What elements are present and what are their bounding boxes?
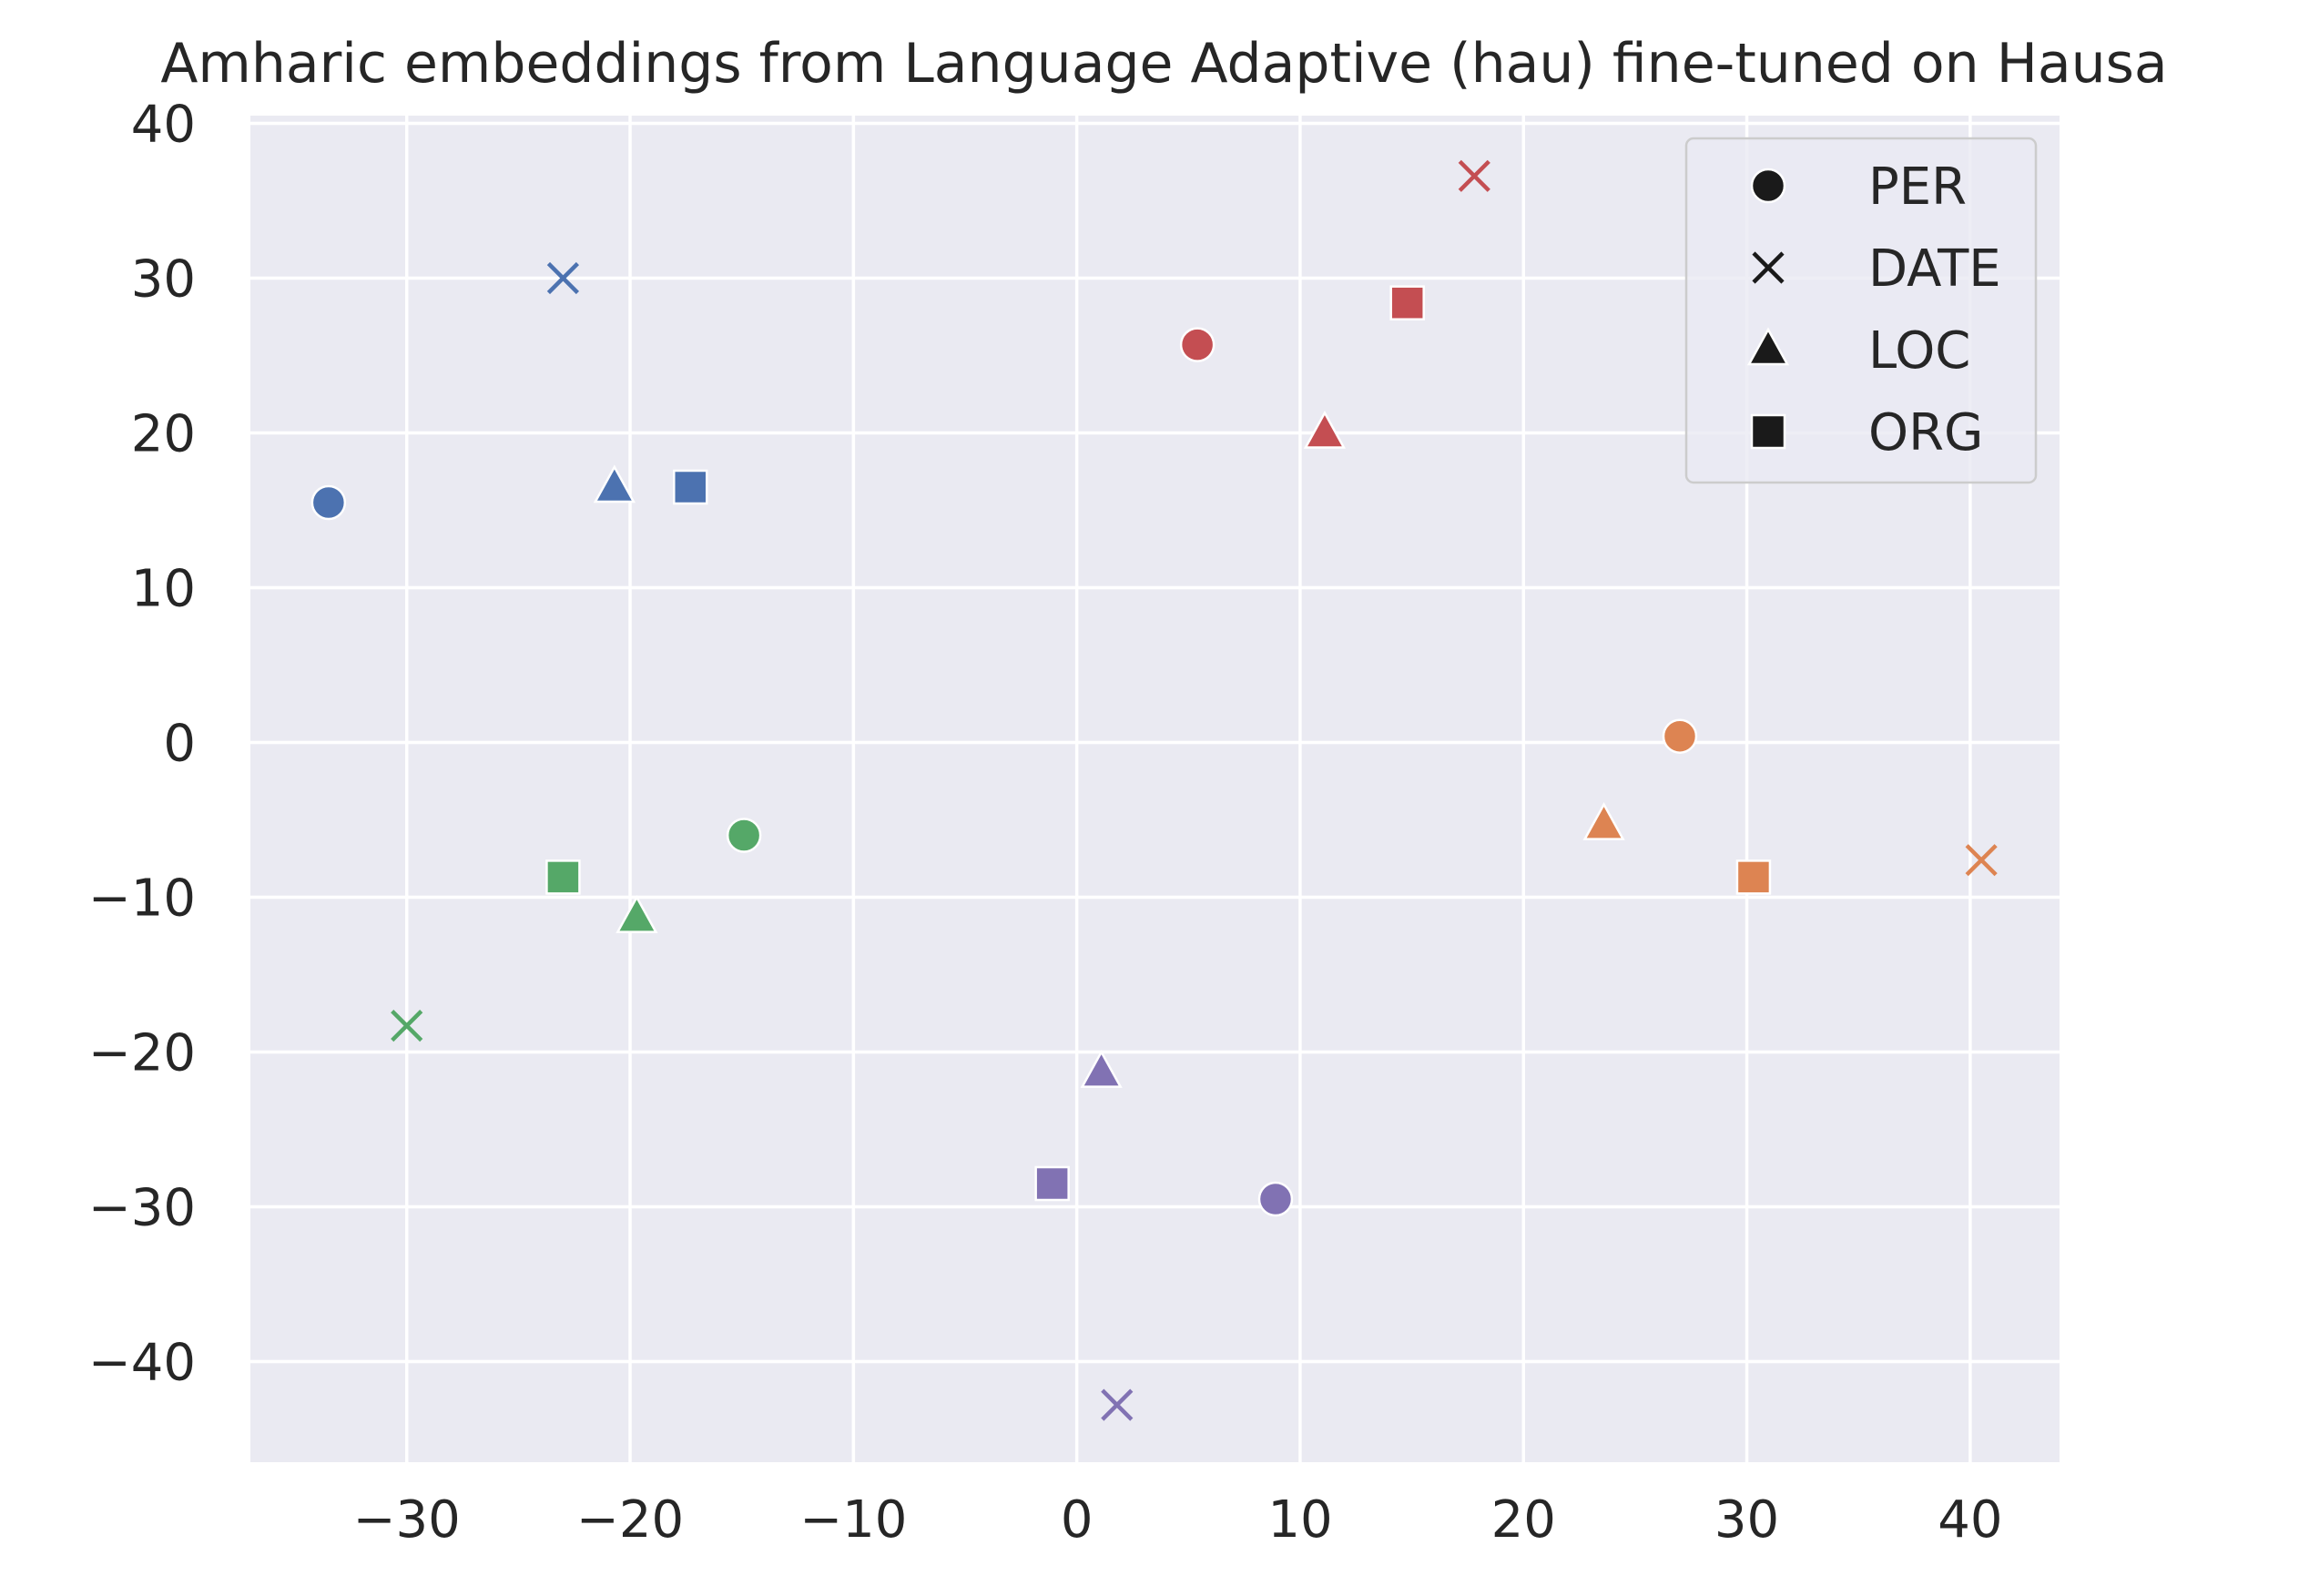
y-tick-label: −40 xyxy=(88,1334,196,1393)
x-tick-label: −10 xyxy=(799,1490,907,1550)
legend-marker-circle xyxy=(1750,168,1786,204)
data-point-square xyxy=(673,469,708,505)
x-tick-label: −20 xyxy=(576,1490,684,1550)
x-tick-label: 0 xyxy=(1061,1490,1094,1550)
legend-marker-square xyxy=(1750,413,1786,450)
data-point-circle xyxy=(726,818,762,853)
data-point-triangle xyxy=(593,464,636,503)
legend-label: ORG xyxy=(1868,403,1983,463)
data-point-x xyxy=(1965,844,1998,877)
x-tick-label: −30 xyxy=(353,1490,461,1550)
data-point-circle xyxy=(1662,718,1698,754)
x-tick-label: 40 xyxy=(1938,1490,2002,1550)
x-tick-label: 20 xyxy=(1491,1490,1556,1550)
legend-label: DATE xyxy=(1868,239,2001,299)
data-point-triangle xyxy=(615,895,658,933)
y-tick-label: 20 xyxy=(131,405,196,464)
x-marker-stroke xyxy=(1965,844,1998,877)
legend-label: PER xyxy=(1868,158,1967,217)
x-tick-label: 30 xyxy=(1714,1490,1779,1550)
x-marker-stroke xyxy=(391,1010,423,1042)
data-point-x xyxy=(1458,159,1490,192)
data-point-square xyxy=(1735,859,1772,895)
data-point-circle xyxy=(310,484,347,521)
data-point-circle xyxy=(1179,327,1216,362)
data-point-square xyxy=(1389,285,1425,320)
y-tick-label: 40 xyxy=(131,96,196,155)
y-tick-label: 10 xyxy=(131,560,196,619)
data-point-triangle xyxy=(1080,1050,1123,1088)
legend-box xyxy=(1684,137,2038,484)
axis-tick-labels: −30 −20 −10 0 10 20 30 40 −40 −30 −20 −10 0 10 20 30 40 xyxy=(88,96,2003,1550)
data-point-triangle xyxy=(1303,410,1347,449)
y-tick-label: −30 xyxy=(88,1179,196,1238)
legend: PER DATE LOC ORG xyxy=(1684,137,2038,484)
legend-label: LOC xyxy=(1868,321,1970,381)
chart-title: Amharic embeddings from Language Adaptiv… xyxy=(160,32,2167,96)
data-point-x xyxy=(1101,1388,1134,1421)
data-points xyxy=(310,159,1998,1421)
y-tick-label: 30 xyxy=(131,250,196,310)
x-tick-label: 10 xyxy=(1267,1490,1332,1550)
x-marker-stroke xyxy=(1101,1388,1134,1421)
x-marker-stroke xyxy=(546,261,580,295)
y-tick-label: 0 xyxy=(163,715,196,774)
y-tick-label: −20 xyxy=(88,1024,196,1083)
x-marker-stroke xyxy=(1752,251,1785,284)
x-marker-stroke xyxy=(1458,159,1490,192)
y-tick-label: −10 xyxy=(88,869,196,929)
data-point-square xyxy=(545,859,581,895)
data-point-x xyxy=(391,1010,423,1042)
data-point-square xyxy=(1034,1165,1070,1202)
data-point-triangle xyxy=(1582,802,1625,840)
legend-marker-triangle xyxy=(1746,327,1790,366)
data-point-x xyxy=(546,261,580,295)
legend-marker-x xyxy=(1752,251,1785,284)
data-point-circle xyxy=(1257,1181,1294,1217)
